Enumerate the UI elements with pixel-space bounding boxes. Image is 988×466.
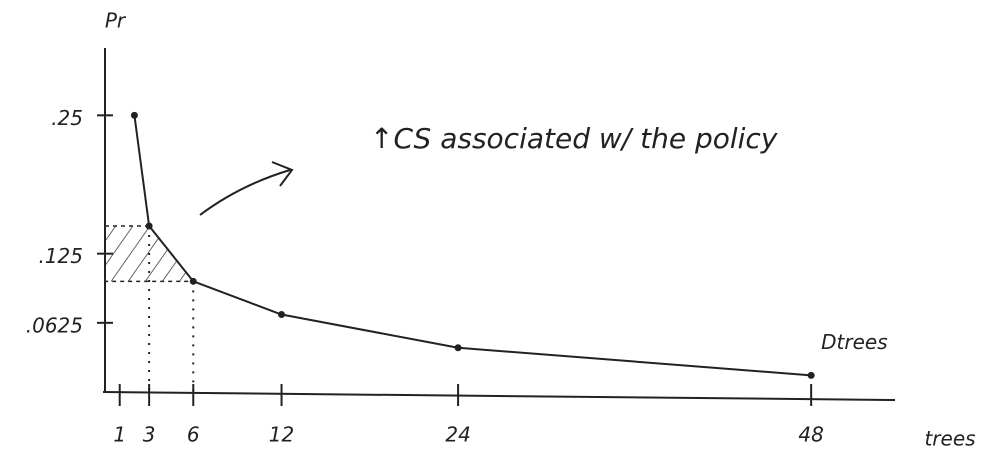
data-point bbox=[146, 223, 153, 230]
y-tick-label: .125 bbox=[38, 244, 83, 268]
x-tick-label: 24 bbox=[445, 423, 470, 447]
x-axis-label: trees bbox=[924, 427, 975, 451]
chart: Pr trees ↑CS associated w/ the policy .2… bbox=[0, 0, 988, 466]
y-tick-label: .25 bbox=[51, 106, 83, 130]
y-tick-label: .0625 bbox=[26, 313, 83, 337]
data-point bbox=[278, 311, 285, 318]
data-point bbox=[190, 278, 197, 285]
x-tick-label: 6 bbox=[187, 423, 200, 447]
data-point bbox=[455, 344, 462, 351]
axes bbox=[103, 48, 895, 400]
x-axis bbox=[103, 392, 895, 400]
x-tick-label: 48 bbox=[798, 423, 823, 447]
annotation: ↑CS associated w/ the policy bbox=[370, 122, 778, 155]
x-tick-label: 12 bbox=[269, 423, 294, 447]
data-point bbox=[808, 372, 815, 379]
annotation-arrow bbox=[200, 162, 292, 215]
x-tick-label: 3 bbox=[143, 423, 156, 447]
series-label: Dtrees bbox=[821, 330, 888, 354]
x-tick-label: 1 bbox=[113, 423, 126, 447]
y-axis-label: Pr bbox=[105, 9, 127, 33]
data-point bbox=[131, 112, 138, 119]
